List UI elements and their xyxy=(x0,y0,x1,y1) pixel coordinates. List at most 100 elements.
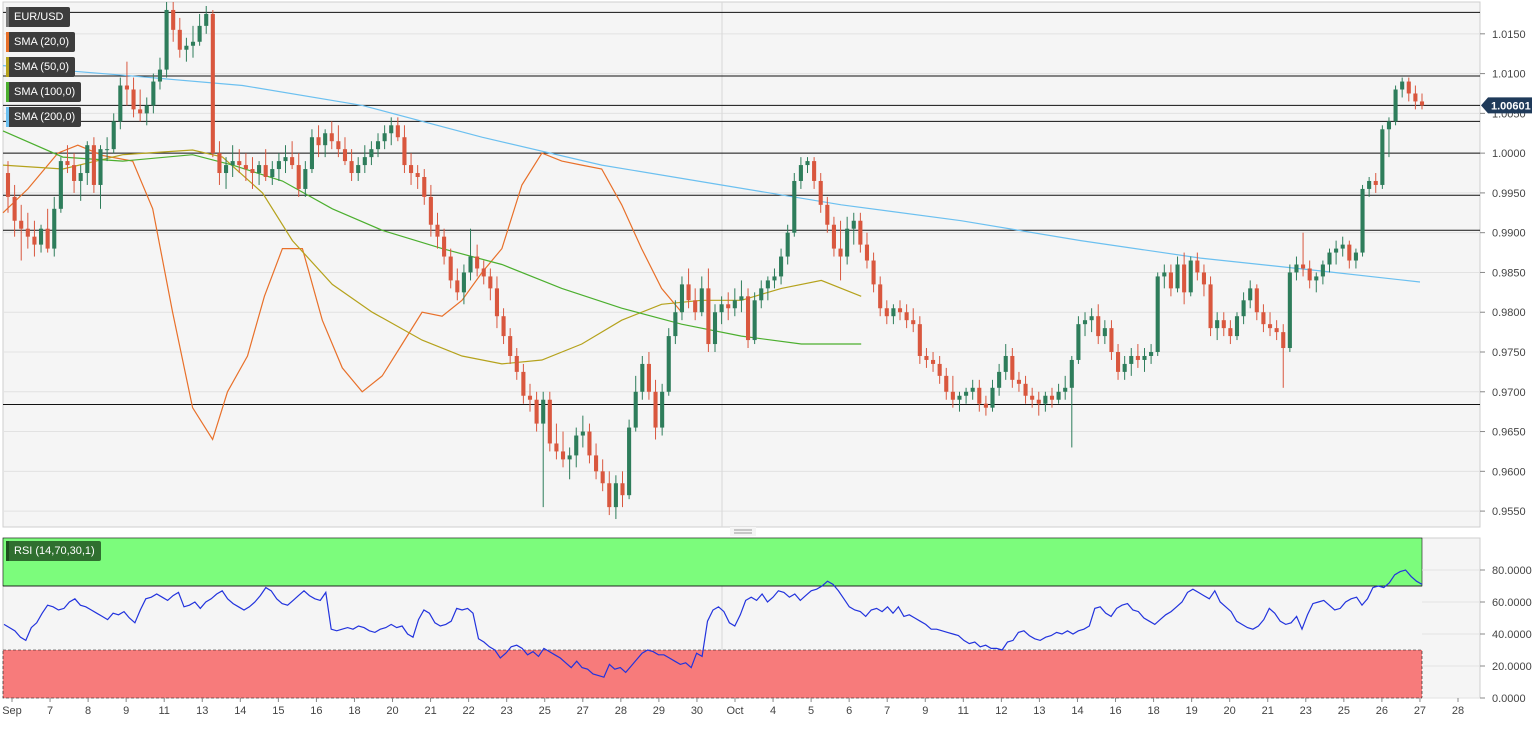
candle-body xyxy=(831,224,836,249)
legend-sma-200[interactable]: SMA (200,0) xyxy=(6,107,82,127)
candle-body xyxy=(290,157,295,166)
legend-sma-200-swatch xyxy=(6,107,9,127)
candle-body xyxy=(521,371,526,396)
candle-body xyxy=(230,161,235,166)
candle-body xyxy=(190,41,196,46)
candle-body xyxy=(1030,395,1035,400)
candle-body xyxy=(25,228,30,237)
candle-body xyxy=(574,435,579,456)
candle-body xyxy=(1248,288,1253,301)
candle-body xyxy=(620,483,625,496)
candle-body xyxy=(944,375,949,392)
candle-body xyxy=(1089,316,1094,321)
last-price-label: 1.00601 xyxy=(1491,100,1531,112)
candle-body xyxy=(567,455,572,460)
x-tick-label: Oct xyxy=(726,705,743,717)
x-tick-label: 23 xyxy=(1300,705,1312,717)
price-tick-label: 0.9950 xyxy=(1492,188,1526,200)
price-tick-label: 0.9750 xyxy=(1492,347,1526,359)
candle-body xyxy=(157,69,163,82)
candle-body xyxy=(897,308,903,313)
candle-body xyxy=(983,403,988,408)
legend-sma-20[interactable]: SMA (20,0) xyxy=(6,32,76,52)
legend-sma-100-label: SMA (100,0) xyxy=(14,86,76,98)
candle-body xyxy=(726,304,731,309)
sma-line-1000 xyxy=(2,130,862,345)
x-tick-label: 29 xyxy=(653,705,665,717)
candle-body xyxy=(52,208,57,249)
x-tick-label: 23 xyxy=(501,705,513,717)
x-tick-label: 4 xyxy=(770,705,776,717)
symbol-label[interactable]: EUR/USD xyxy=(6,7,70,27)
candle-body xyxy=(210,13,215,154)
candle-body xyxy=(805,161,810,166)
candle-body xyxy=(468,256,473,273)
candle-body xyxy=(409,165,414,174)
candle-body xyxy=(375,141,381,150)
x-tick-label: 25 xyxy=(1338,705,1350,717)
candle-body xyxy=(970,387,975,392)
candle-body xyxy=(930,359,936,364)
price-tick-label: 0.9700 xyxy=(1492,387,1526,399)
candle-body xyxy=(362,157,367,166)
candle-body xyxy=(825,204,830,225)
candle-body xyxy=(369,149,374,158)
candle-body xyxy=(296,165,301,189)
candle-body xyxy=(138,109,143,114)
candle-body xyxy=(613,483,618,508)
candle-body xyxy=(964,391,969,396)
candle-body xyxy=(699,288,704,313)
candle-body xyxy=(977,387,982,404)
candle-body xyxy=(1049,395,1055,400)
legend-sma-100-swatch xyxy=(6,82,9,102)
candle-body xyxy=(402,137,407,166)
candle-body xyxy=(1340,244,1345,249)
candle-body xyxy=(1168,272,1173,289)
candle-body xyxy=(1241,300,1246,317)
x-tick-label: 15 xyxy=(272,705,284,717)
candle-body xyxy=(765,280,770,289)
candle-body xyxy=(693,300,698,313)
x-tick-label: 9 xyxy=(123,705,129,717)
legend-sma-50[interactable]: SMA (50,0) xyxy=(6,57,76,77)
x-tick-label: 22 xyxy=(463,705,475,717)
candle-body xyxy=(455,280,460,293)
candle-body xyxy=(177,29,182,50)
legend-sma-20-swatch xyxy=(6,32,9,52)
candle-body xyxy=(1129,355,1134,364)
legend-sma-50-label: SMA (50,0) xyxy=(14,61,70,73)
candle-body xyxy=(508,336,513,356)
candle-body xyxy=(1320,264,1325,277)
candle-body xyxy=(1267,324,1273,329)
candle-body xyxy=(607,483,612,508)
candle-body xyxy=(1367,180,1372,189)
candle-body xyxy=(739,296,744,301)
candle-body xyxy=(105,149,110,151)
candle-body xyxy=(752,300,757,341)
legend-sma-100[interactable]: SMA (100,0) xyxy=(6,82,82,102)
price-tick-label: 1.0000 xyxy=(1492,148,1526,160)
x-tick-label: 9 xyxy=(922,705,928,717)
rsi-label[interactable]: RSI (14,70,30,1) xyxy=(6,541,101,561)
candle-body xyxy=(706,288,711,345)
candle-body xyxy=(534,399,539,424)
candle-body xyxy=(798,165,803,181)
x-tick-label: 19 xyxy=(1186,705,1198,717)
candle-body xyxy=(58,161,63,209)
candle-body xyxy=(864,244,870,261)
candle-body xyxy=(250,169,255,174)
candle-body xyxy=(270,169,275,177)
candle-body xyxy=(91,145,96,185)
candle-body xyxy=(547,399,552,444)
candle-body xyxy=(745,296,751,341)
candle-body xyxy=(785,232,790,257)
candle-body xyxy=(1234,316,1240,337)
candle-body xyxy=(1082,320,1088,325)
candle-body xyxy=(851,220,856,229)
candle-body xyxy=(633,391,638,428)
candle-body xyxy=(653,391,658,428)
x-tick-label: 20 xyxy=(386,705,398,717)
candle-body xyxy=(1116,352,1121,372)
candle-body xyxy=(98,149,103,185)
candle-body xyxy=(111,121,116,150)
